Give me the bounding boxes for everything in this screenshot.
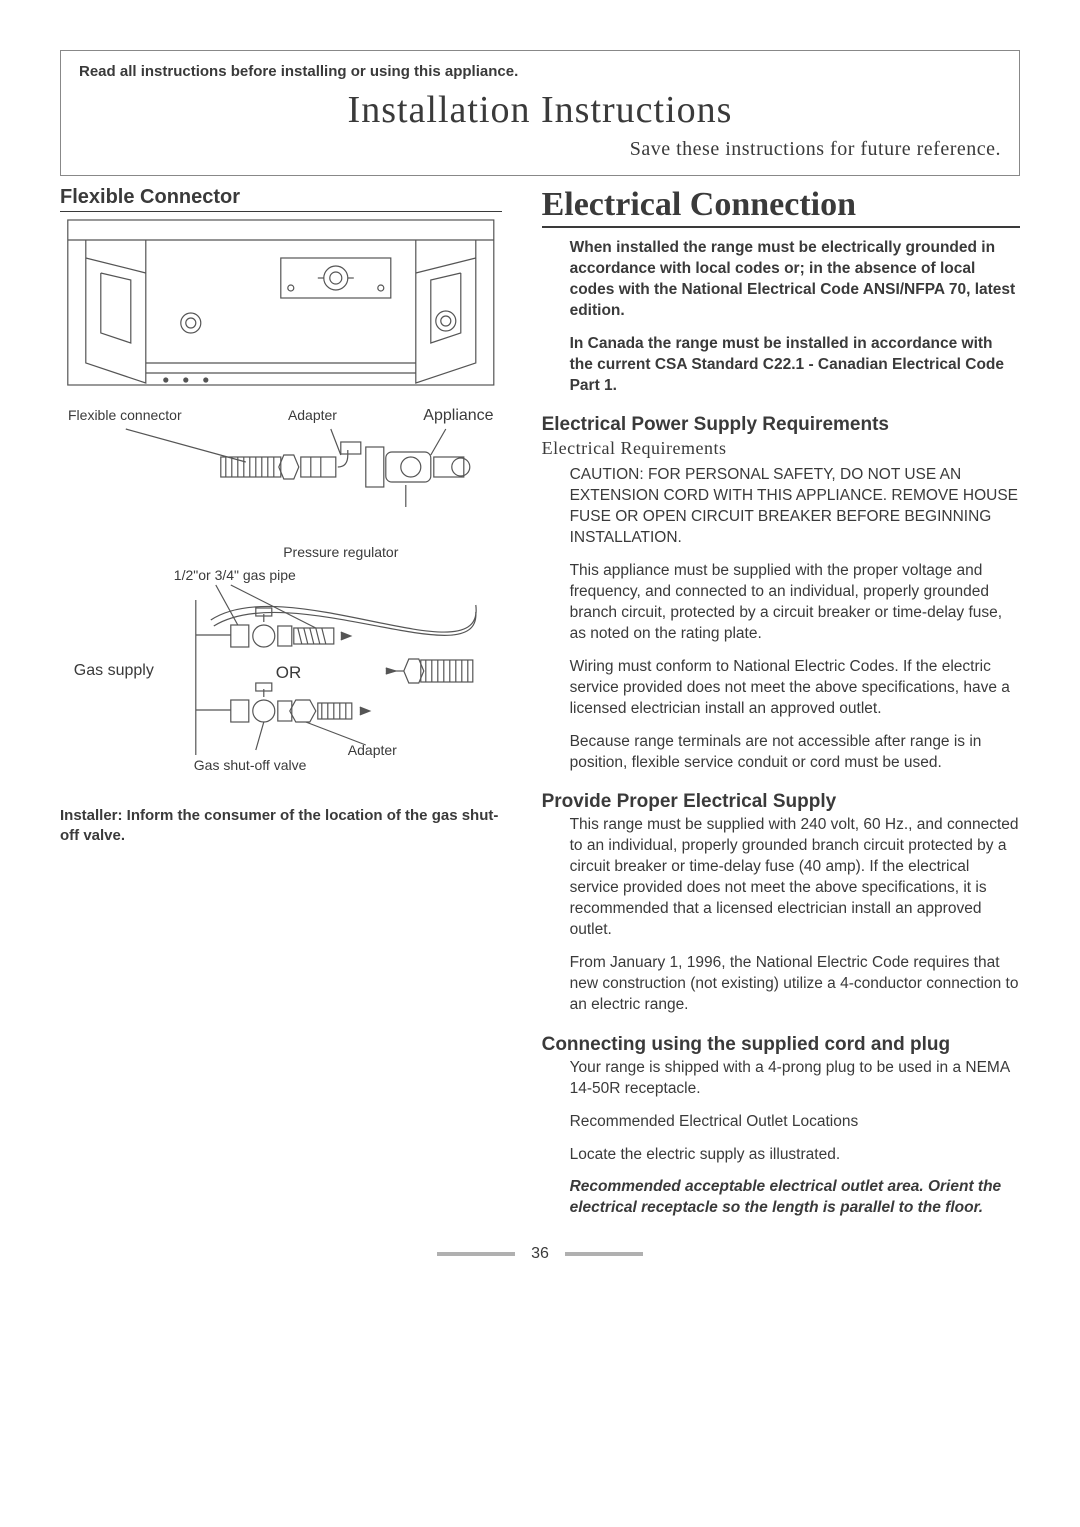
right-h3a: Electrical Power Supply Requirements — [542, 414, 1020, 436]
right-p6: Because range terminals are not accessib… — [542, 732, 1020, 774]
label-flexible-connector: Flexible connector — [68, 407, 182, 425]
installer-note: Installer: Inform the consumer of the lo… — [60, 806, 502, 847]
label-gas-supply: Gas supply — [74, 662, 154, 679]
right-p12: Recommended acceptable electrical outlet… — [542, 1177, 1020, 1219]
right-p3: CAUTION: FOR PERSONAL SAFETY, DO NOT USE… — [542, 465, 1020, 549]
label-adapter: Adapter — [288, 407, 337, 425]
right-p4: This appliance must be supplied with the… — [542, 561, 1020, 645]
main-title: Installation Instructions — [79, 88, 1001, 132]
label-pipe: 1/2"or 3/4" gas pipe — [174, 567, 296, 583]
right-h3c: Connecting using the supplied cord and p… — [542, 1034, 1020, 1056]
label-appliance: Appliance — [423, 407, 493, 425]
subtitle: Save these instructions for future refer… — [79, 138, 1001, 161]
right-p2: In Canada the range must be installed in… — [542, 334, 1020, 397]
connector-diagram — [60, 427, 502, 537]
content-columns: Flexible Connector — [60, 186, 1020, 1219]
mid-label-row: Flexible connector Adapter Appliance — [60, 407, 502, 425]
right-p7: This range must be supplied with 240 vol… — [542, 815, 1020, 941]
right-p11: Locate the electric supply as illustrate… — [542, 1145, 1020, 1166]
right-p1: When installed the range must be electri… — [542, 238, 1020, 322]
left-column: Flexible Connector — [60, 186, 502, 1219]
right-h3b: Provide Proper Electrical Supply — [542, 791, 1020, 813]
top-instruction: Read all instructions before installing … — [79, 63, 1001, 80]
footer-rule-right — [565, 1252, 643, 1256]
right-column: Electrical Connection When installed the… — [542, 186, 1020, 1219]
right-p10: Recommended Electrical Outlet Locations — [542, 1112, 1020, 1133]
label-adapter2: Adapter — [348, 742, 397, 758]
label-pressure-regulator: Pressure regulator — [60, 544, 502, 560]
appliance-rear-diagram — [60, 218, 502, 393]
left-heading: Flexible Connector — [60, 186, 502, 212]
page-footer: 36 — [60, 1245, 1020, 1263]
label-gas-shutoff: Gas shut-off valve — [194, 757, 307, 773]
label-or: OR — [276, 663, 302, 682]
page-number: 36 — [531, 1245, 549, 1262]
right-p8: From January 1, 1996, the National Elect… — [542, 953, 1020, 1016]
header-box: Read all instructions before installing … — [60, 50, 1020, 176]
right-p9: Your range is shipped with a 4-prong plu… — [542, 1058, 1020, 1100]
right-heading: Electrical Connection — [542, 186, 1020, 228]
gas-supply-diagram: 1/2"or 3/4" gas pipe Gas supply OR Adapt… — [60, 560, 502, 795]
right-p5: Wiring must conform to National Electric… — [542, 657, 1020, 720]
right-h4a: Electrical Requirements — [542, 438, 1020, 459]
footer-rule-left — [437, 1252, 515, 1256]
